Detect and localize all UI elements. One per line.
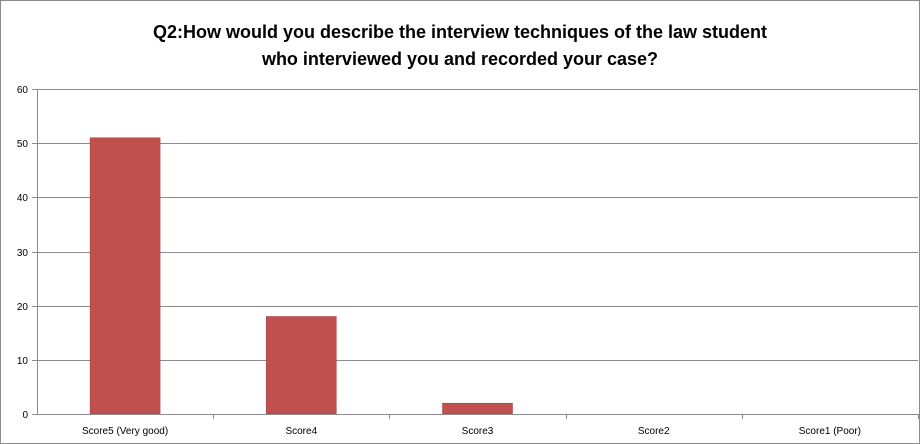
x-tick-label: Score5 (Very good) xyxy=(82,426,168,437)
bar xyxy=(266,316,337,415)
y-tick-label: 20 xyxy=(17,302,29,313)
y-tick-label: 30 xyxy=(17,248,29,259)
gridlines xyxy=(37,89,918,361)
x-tick-label: Score2 xyxy=(638,426,670,437)
x-tick-label: Score1 (Poor) xyxy=(799,426,861,437)
bar-series xyxy=(89,137,513,415)
chart-title-line-1: Q2:How would you describe the interview … xyxy=(152,22,768,42)
bar xyxy=(89,137,161,415)
chart-title-line-2: who interviewed you and recorded your ca… xyxy=(261,49,659,69)
y-tick-label: 10 xyxy=(17,356,29,367)
y-tick-label: 50 xyxy=(17,139,29,150)
y-tick-label: 40 xyxy=(17,193,29,204)
bar xyxy=(442,402,513,415)
x-tick-label: Score4 xyxy=(285,426,317,437)
axes xyxy=(32,89,919,419)
y-tick-label: 0 xyxy=(22,410,28,421)
y-tick-label: 60 xyxy=(17,85,29,96)
x-tick-label: Score3 xyxy=(462,426,494,437)
tick-labels: 0 10 20 30 40 50 60 Score5 (Very good) Score4 Sco… xyxy=(17,85,861,437)
chart-title: Q2:How would you describe the interview … xyxy=(41,19,879,73)
